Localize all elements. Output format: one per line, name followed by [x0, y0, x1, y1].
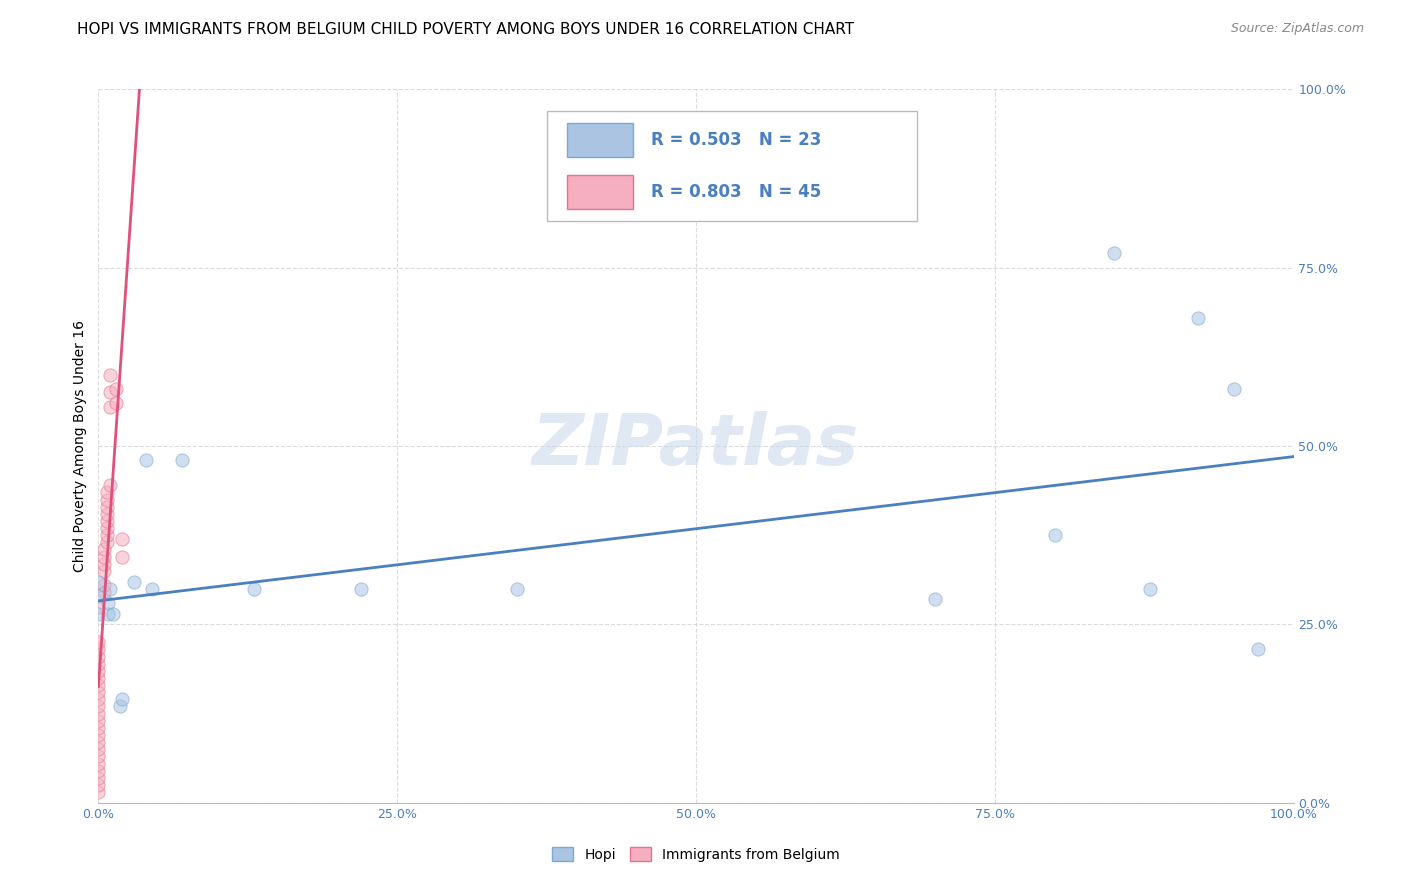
Point: [87, 721, 110, 735]
Point: [96, 500, 118, 514]
Point: [87, 706, 110, 721]
Text: ZIPatlas: ZIPatlas: [533, 411, 859, 481]
Point: [108, 699, 131, 714]
Point: [87, 692, 110, 706]
Point: [87, 735, 110, 749]
Point: [87, 589, 110, 603]
Text: R = 0.803   N = 45: R = 0.803 N = 45: [651, 183, 821, 201]
Point: [97, 596, 120, 610]
Point: [141, 582, 163, 596]
Point: [96, 485, 118, 500]
Text: HOPI VS IMMIGRANTS FROM BELGIUM CHILD POVERTY AMONG BOYS UNDER 16 CORRELATION CH: HOPI VS IMMIGRANTS FROM BELGIUM CHILD PO…: [77, 22, 855, 37]
Point: [87, 764, 110, 778]
Point: [135, 453, 157, 467]
Point: [1223, 382, 1246, 396]
Point: [111, 532, 134, 546]
Point: [87, 728, 110, 742]
Text: Source: ZipAtlas.com: Source: ZipAtlas.com: [1230, 22, 1364, 36]
Point: [93, 557, 115, 571]
Point: [87, 749, 110, 764]
Point: [98, 478, 122, 492]
FancyBboxPatch shape: [567, 123, 633, 157]
Point: [243, 582, 266, 596]
Point: [98, 385, 122, 400]
Point: [93, 585, 115, 599]
Point: [87, 642, 110, 657]
Point: [96, 528, 118, 542]
Point: [87, 756, 110, 771]
Point: [111, 549, 134, 564]
Point: [98, 368, 122, 382]
Point: [87, 671, 110, 685]
Point: [97, 607, 120, 621]
Point: [93, 549, 115, 564]
Point: [98, 400, 122, 414]
Point: [96, 492, 118, 507]
FancyBboxPatch shape: [547, 111, 917, 221]
Point: [96, 521, 118, 535]
Point: [101, 607, 124, 621]
Point: [350, 582, 373, 596]
Point: [96, 507, 118, 521]
FancyBboxPatch shape: [567, 175, 633, 209]
Point: [111, 692, 134, 706]
Point: [105, 382, 128, 396]
Point: [172, 453, 194, 467]
Point: [98, 582, 122, 596]
Point: [924, 592, 946, 607]
Point: [87, 742, 110, 756]
Point: [87, 771, 110, 785]
Point: [93, 564, 115, 578]
Point: [87, 607, 110, 621]
Point: [87, 785, 110, 799]
Point: [87, 778, 110, 792]
Point: [1139, 582, 1161, 596]
Point: [87, 664, 110, 678]
Point: [87, 649, 110, 664]
Point: [87, 699, 110, 714]
Point: [124, 574, 146, 589]
Point: [1187, 310, 1209, 325]
Point: [506, 582, 529, 596]
Point: [87, 685, 110, 699]
Point: [1043, 528, 1066, 542]
Point: [87, 678, 110, 692]
Point: [87, 657, 110, 671]
Legend: Hopi, Immigrants from Belgium: Hopi, Immigrants from Belgium: [547, 841, 845, 867]
Point: [105, 396, 128, 410]
Y-axis label: Child Poverty Among Boys Under 16: Child Poverty Among Boys Under 16: [73, 320, 87, 572]
Point: [87, 599, 110, 614]
Point: [93, 578, 115, 592]
Point: [1247, 642, 1270, 657]
Point: [1104, 246, 1126, 260]
Point: [96, 535, 118, 549]
Text: R = 0.503   N = 23: R = 0.503 N = 23: [651, 131, 821, 149]
Point: [87, 635, 110, 649]
Point: [87, 714, 110, 728]
Point: [93, 542, 115, 557]
Point: [87, 574, 110, 589]
Point: [96, 514, 118, 528]
